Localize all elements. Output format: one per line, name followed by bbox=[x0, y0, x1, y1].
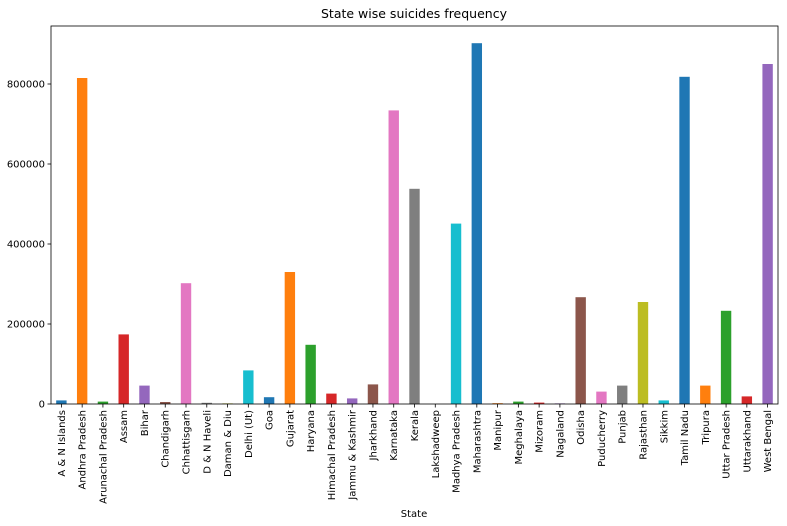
x-tick-label: Maharashtra bbox=[472, 410, 483, 473]
bar bbox=[700, 385, 711, 404]
x-tick-label: Tripura bbox=[701, 410, 712, 445]
y-axis: 0 200000 400000 600000 800000 bbox=[7, 80, 51, 411]
x-tick-label: Kerala bbox=[410, 410, 421, 441]
bar bbox=[409, 188, 420, 404]
x-tick-label: Rajasthan bbox=[638, 410, 649, 460]
bar bbox=[471, 43, 483, 404]
bar bbox=[118, 334, 129, 404]
y-tick-label: 0 bbox=[39, 400, 45, 411]
bar bbox=[367, 384, 379, 404]
x-tick-label: Himachal Pradesh bbox=[327, 410, 338, 500]
bars-group bbox=[56, 43, 773, 405]
x-tick-label: Puducherry bbox=[597, 410, 608, 467]
bar bbox=[679, 76, 690, 405]
bar bbox=[658, 400, 669, 404]
y-tick-label: 200000 bbox=[7, 320, 45, 331]
bar bbox=[575, 297, 586, 404]
x-tick-label: Manipur bbox=[493, 409, 504, 451]
x-tick-label: Chandigarh bbox=[161, 410, 172, 468]
x-tick-label: Mizoram bbox=[535, 410, 546, 453]
x-tick-label: Karnataka bbox=[389, 410, 400, 461]
bar bbox=[513, 401, 524, 404]
x-tick-label: Daman & Diu bbox=[223, 410, 234, 477]
x-tick-label: Arunachal Pradesh bbox=[98, 410, 109, 504]
x-tick-label: Nagaland bbox=[555, 410, 566, 458]
x-tick-label: Madhya Pradesh bbox=[452, 410, 463, 493]
x-tick-label: Sikkim bbox=[659, 410, 670, 443]
x-tick-label: Meghalaya bbox=[514, 410, 525, 465]
plot-frame bbox=[50, 25, 779, 405]
x-tick-label: Odisha bbox=[576, 410, 587, 445]
x-tick-label: A & N Islands bbox=[57, 410, 68, 477]
bar bbox=[762, 64, 773, 404]
x-tick-label: Andhra Pradesh bbox=[78, 410, 89, 489]
y-tick-label: 600000 bbox=[7, 160, 45, 171]
x-axis: A & N Islands Andhra Pradesh Arunachal Pra… bbox=[57, 404, 774, 504]
x-tick-label: D & N Haveli bbox=[202, 410, 213, 474]
x-tick-label: Chhattisgarh bbox=[182, 410, 193, 474]
bar bbox=[305, 344, 316, 404]
chart-title: State wise suicides frequency bbox=[321, 6, 508, 21]
x-tick-label: Haryana bbox=[306, 410, 317, 452]
x-tick-label: Jammu & Kashmir bbox=[348, 409, 359, 501]
y-tick-label: 400000 bbox=[7, 240, 45, 251]
x-tick-label: Tamil Nadu bbox=[680, 410, 691, 466]
bar bbox=[56, 400, 67, 404]
x-tick-label: Punjab bbox=[618, 410, 629, 444]
x-tick-label: Assam bbox=[119, 410, 130, 443]
bar bbox=[617, 385, 628, 404]
bar bbox=[263, 397, 275, 404]
bar bbox=[180, 283, 192, 404]
x-tick-label: Goa bbox=[265, 410, 276, 430]
x-tick-label: Uttarakhand bbox=[742, 410, 753, 472]
bar bbox=[637, 302, 649, 404]
bar bbox=[388, 110, 399, 405]
x-tick-label: Lakshadweep bbox=[431, 410, 442, 478]
x-axis-label: State bbox=[401, 509, 427, 520]
bar bbox=[97, 401, 109, 404]
bar bbox=[346, 398, 358, 404]
x-tick-label: Uttar Pradesh bbox=[722, 410, 733, 479]
bar bbox=[243, 370, 254, 404]
bar bbox=[720, 310, 732, 404]
bar bbox=[160, 402, 171, 404]
bar bbox=[139, 385, 150, 404]
x-tick-label: West Bengal bbox=[763, 410, 774, 472]
x-tick-label: Delhi (Ut) bbox=[244, 410, 255, 458]
bar bbox=[284, 272, 296, 404]
x-tick-label: Gujarat bbox=[285, 410, 296, 447]
y-tick-label: 800000 bbox=[7, 80, 45, 91]
bar bbox=[596, 391, 607, 404]
bar bbox=[76, 78, 88, 404]
x-tick-label: Jharkhand bbox=[368, 410, 379, 461]
x-tick-label: Bihar bbox=[140, 409, 151, 436]
bar bbox=[326, 393, 337, 404]
bar bbox=[201, 402, 212, 404]
bar bbox=[741, 396, 753, 404]
bar bbox=[450, 223, 462, 404]
bar bbox=[533, 402, 545, 404]
